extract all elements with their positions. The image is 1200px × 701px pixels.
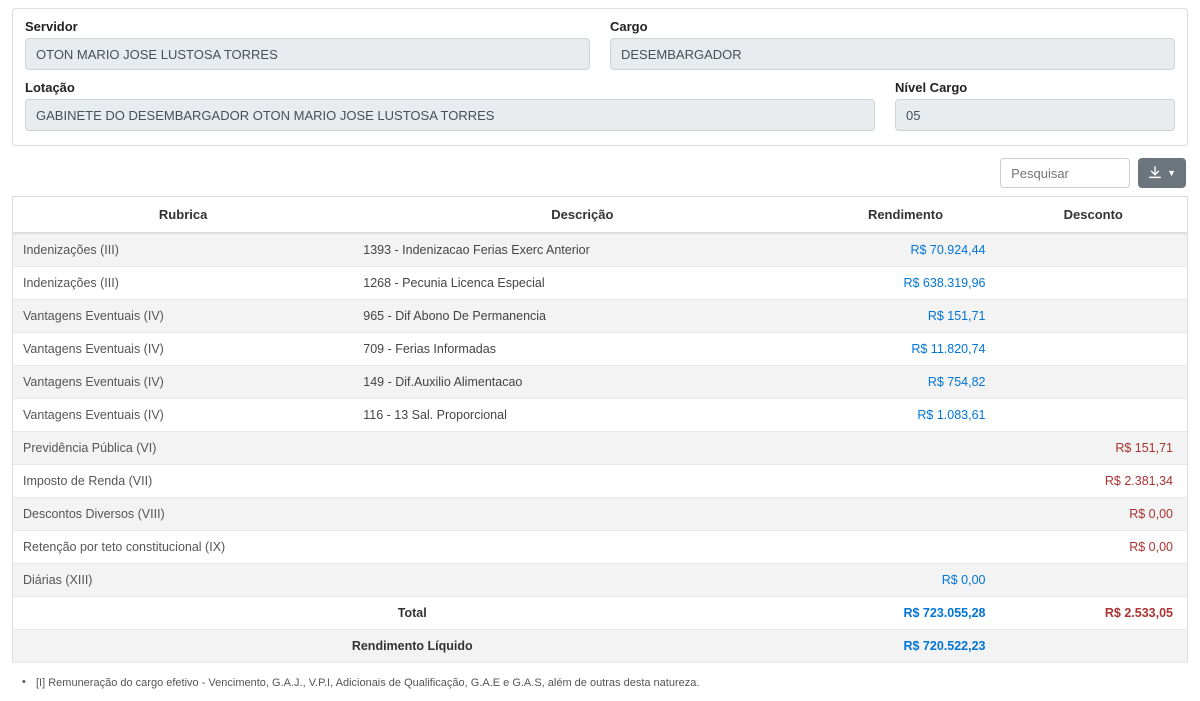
table-row: Indenizações (III)1268 - Pecunia Licenca… (13, 267, 1188, 300)
cell-rendimento: R$ 638.319,96 (812, 267, 1000, 300)
liquido-empty (1000, 630, 1188, 663)
table-row: Retenção por teto constitucional (IX) R$ … (13, 531, 1188, 564)
group-nivel-cargo: Nível Cargo (895, 80, 1175, 131)
cell-descricao (353, 564, 811, 597)
cell-rendimento (812, 498, 1000, 531)
cell-rendimento: R$ 11.820,74 (812, 333, 1000, 366)
cell-rubrica: Retenção por teto constitucional (IX) (13, 531, 354, 564)
cell-rubrica: Vantagens Eventuais (IV) (13, 300, 354, 333)
group-cargo: Cargo (610, 19, 1175, 70)
search-input[interactable] (1000, 158, 1130, 188)
table-row: Indenizações (III)1393 - Indenizacao Fer… (13, 233, 1188, 267)
row-total: TotalR$ 723.055,28R$ 2.533,05 (13, 597, 1188, 630)
table-row: Vantagens Eventuais (IV)965 - Dif Abono … (13, 300, 1188, 333)
cell-desconto: R$ 2.381,34 (1000, 465, 1188, 498)
cell-rendimento: R$ 151,71 (812, 300, 1000, 333)
input-lotacao[interactable] (25, 99, 875, 131)
cell-rubrica: Diárias (XIII) (13, 564, 354, 597)
caret-down-icon: ▼ (1167, 168, 1176, 178)
cell-desconto (1000, 366, 1188, 399)
cell-desconto (1000, 564, 1188, 597)
cell-desconto (1000, 300, 1188, 333)
label-lotacao: Lotação (25, 80, 875, 95)
download-button[interactable]: ▼ (1138, 158, 1186, 188)
group-servidor: Servidor (25, 19, 590, 70)
table-row: Vantagens Eventuais (IV)149 - Dif.Auxili… (13, 366, 1188, 399)
cell-descricao: 1393 - Indenizacao Ferias Exerc Anterior (353, 233, 811, 267)
row-rendimento-liquido: Rendimento LíquidoR$ 720.522,23 (13, 630, 1188, 663)
cell-rendimento: R$ 70.924,44 (812, 233, 1000, 267)
cell-desconto: R$ 0,00 (1000, 498, 1188, 531)
table-row: Imposto de Renda (VII) R$ 2.381,34 (13, 465, 1188, 498)
total-label: Total (13, 597, 812, 630)
form-row-2: Lotação Nível Cargo (25, 80, 1175, 131)
label-nivel-cargo: Nível Cargo (895, 80, 1175, 95)
input-nivel-cargo[interactable] (895, 99, 1175, 131)
label-servidor: Servidor (25, 19, 590, 34)
cell-descricao: 709 - Ferias Informadas (353, 333, 811, 366)
cell-descricao: 116 - 13 Sal. Proporcional (353, 399, 811, 432)
form-section: Servidor Cargo Lotação Nível Cargo (12, 8, 1188, 146)
cell-rendimento: R$ 1.083,61 (812, 399, 1000, 432)
cell-rendimento (812, 432, 1000, 465)
cell-rubrica: Descontos Diversos (VIII) (13, 498, 354, 531)
footnote: [I] Remuneração do cargo efetivo - Venci… (12, 663, 1188, 693)
th-rendimento[interactable]: Rendimento (812, 197, 1000, 234)
cell-rubrica: Indenizações (III) (13, 233, 354, 267)
payroll-table: Rubrica Descrição Rendimento Desconto In… (12, 196, 1188, 663)
cell-rubrica: Vantagens Eventuais (IV) (13, 333, 354, 366)
th-rubrica[interactable]: Rubrica (13, 197, 354, 234)
cell-desconto: R$ 0,00 (1000, 531, 1188, 564)
group-lotacao: Lotação (25, 80, 875, 131)
input-servidor[interactable] (25, 38, 590, 70)
cell-rendimento: R$ 754,82 (812, 366, 1000, 399)
cell-rubrica: Vantagens Eventuais (IV) (13, 366, 354, 399)
cell-descricao (353, 498, 811, 531)
th-desconto[interactable]: Desconto (1000, 197, 1188, 234)
label-cargo: Cargo (610, 19, 1175, 34)
toolbar: ▼ (12, 152, 1188, 196)
cell-rubrica: Previdência Pública (VI) (13, 432, 354, 465)
cell-rubrica: Vantagens Eventuais (IV) (13, 399, 354, 432)
cell-descricao (353, 432, 811, 465)
cell-descricao (353, 531, 811, 564)
table-row: Previdência Pública (VI) R$ 151,71 (13, 432, 1188, 465)
input-cargo[interactable] (610, 38, 1175, 70)
table-row: Descontos Diversos (VIII) R$ 0,00 (13, 498, 1188, 531)
form-row-1: Servidor Cargo (25, 19, 1175, 70)
cell-rubrica: Imposto de Renda (VII) (13, 465, 354, 498)
liquido-rendimento: R$ 720.522,23 (812, 630, 1000, 663)
cell-rendimento: R$ 0,00 (812, 564, 1000, 597)
cell-desconto: R$ 151,71 (1000, 432, 1188, 465)
cell-descricao: 149 - Dif.Auxilio Alimentacao (353, 366, 811, 399)
cell-descricao: 1268 - Pecunia Licenca Especial (353, 267, 811, 300)
cell-rendimento (812, 465, 1000, 498)
table-header-row: Rubrica Descrição Rendimento Desconto (13, 197, 1188, 234)
total-desconto: R$ 2.533,05 (1000, 597, 1188, 630)
cell-rendimento (812, 531, 1000, 564)
table-row: Vantagens Eventuais (IV)709 - Ferias Inf… (13, 333, 1188, 366)
cell-desconto (1000, 233, 1188, 267)
liquido-label: Rendimento Líquido (13, 630, 812, 663)
cell-descricao (353, 465, 811, 498)
cell-descricao: 965 - Dif Abono De Permanencia (353, 300, 811, 333)
download-icon (1148, 166, 1162, 180)
cell-desconto (1000, 399, 1188, 432)
th-descricao[interactable]: Descrição (353, 197, 811, 234)
total-rendimento: R$ 723.055,28 (812, 597, 1000, 630)
cell-desconto (1000, 333, 1188, 366)
table-row: Diárias (XIII) R$ 0,00 (13, 564, 1188, 597)
table-row: Vantagens Eventuais (IV)116 - 13 Sal. Pr… (13, 399, 1188, 432)
cell-rubrica: Indenizações (III) (13, 267, 354, 300)
cell-desconto (1000, 267, 1188, 300)
